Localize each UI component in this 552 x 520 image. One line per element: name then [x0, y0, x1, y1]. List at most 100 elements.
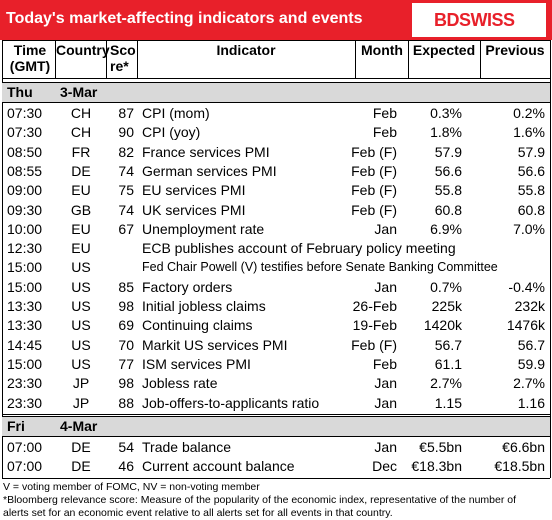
cell-time: 10:00 [7, 220, 43, 237]
cell-previous: 60.8 [517, 201, 545, 218]
cell-score: 75 [118, 182, 134, 199]
date: 3-Mar [60, 84, 98, 100]
cell-time: 08:55 [7, 162, 43, 179]
column-divider [408, 40, 409, 78]
cell-indicator: Continuing claims [142, 317, 253, 334]
cell-time: 23:30 [7, 394, 43, 411]
cell-expected: €18.3bn [411, 458, 462, 475]
cell-country: FR [71, 143, 91, 160]
cell-month: Dec [372, 458, 397, 475]
cell-score: 54 [118, 438, 134, 455]
cell-month: Feb [372, 124, 397, 141]
cell-time: 09:00 [7, 182, 43, 199]
cell-indicator: ECB publishes account of February policy… [142, 240, 456, 257]
cell-month: Feb [372, 105, 397, 121]
cell-month: Feb [372, 355, 397, 372]
cell-indicator: Initial jobless claims [142, 298, 266, 314]
cell-country: EU [71, 220, 91, 237]
header-bar: Today's market-affecting indicators and … [0, 0, 552, 40]
cell-expected: 55.8 [434, 182, 462, 199]
cell-indicator: Trade balance [142, 438, 231, 455]
cell-indicator: CPI (mom) [142, 105, 210, 121]
cell-country: DE [71, 458, 91, 475]
cell-month: 26-Feb [352, 298, 397, 314]
cell-indicator: Markit US services PMI [142, 336, 288, 353]
cell-country: JP [72, 394, 90, 411]
cell-previous: 59.9 [517, 355, 545, 372]
cell-previous: €18.5bn [494, 458, 545, 475]
cell-score: 90 [118, 124, 134, 141]
cell-score: 98 [118, 375, 134, 392]
column-divider [137, 40, 138, 78]
cell-previous: 7.0% [513, 220, 545, 237]
cell-previous: 56.6 [517, 162, 545, 179]
cell-country: EU [71, 182, 91, 199]
cell-indicator: France services PMI [142, 143, 270, 160]
cell-expected: 61.1 [434, 355, 462, 372]
cell-country: GB [70, 201, 92, 218]
cell-expected: 0.7% [430, 278, 462, 295]
cell-country: US [71, 298, 91, 314]
table-bottom [2, 478, 550, 479]
logo-text: BDSWISS [434, 10, 515, 30]
cell-score: 74 [118, 162, 134, 179]
cell-time: 15:00 [7, 259, 43, 276]
cell-previous: -0.4% [508, 278, 545, 295]
column-header: Expected [412, 42, 476, 58]
cell-previous: 56.7 [517, 336, 545, 353]
cell-score: 98 [118, 298, 134, 314]
cell-indicator: German services PMI [142, 162, 277, 179]
cell-country: CH [70, 124, 92, 141]
cell-country: JP [72, 375, 90, 392]
border [2, 40, 550, 41]
cell-country: DE [71, 438, 91, 455]
cell-previous: 232k [514, 298, 545, 314]
cell-time: 23:30 [7, 375, 43, 392]
column-header: Previous [485, 42, 545, 58]
cell-previous: 1.6% [513, 124, 545, 141]
cell-month: Feb (F) [351, 182, 397, 199]
column-header: Time (GMT) [9, 42, 51, 74]
cell-expected: 57.9 [434, 143, 462, 160]
header-rule [2, 78, 550, 79]
cell-indicator: Fed Chair Powell (V) testifies before Se… [142, 260, 498, 275]
column-divider [355, 40, 356, 78]
cell-country: EU [71, 240, 91, 257]
cell-previous: 1476k [506, 317, 545, 334]
cell-month: Jan [374, 375, 397, 392]
cell-country: CH [70, 105, 92, 121]
cell-time: 07:00 [7, 458, 43, 475]
section-rule [2, 102, 550, 103]
footnote: V = voting member of FOMC, NV = non-voti… [3, 481, 260, 493]
cell-score: 70 [118, 336, 134, 353]
cell-month: Feb (F) [351, 201, 397, 218]
cell-time: 15:00 [7, 278, 43, 295]
cell-score: 87 [118, 105, 134, 121]
cell-score: 46 [118, 458, 134, 475]
cell-expected: 60.8 [434, 201, 462, 218]
cell-country: US [71, 355, 91, 372]
cell-previous: €6.6bn [502, 438, 545, 455]
cell-month: Feb (F) [351, 143, 397, 160]
cell-indicator: ISM services PMI [142, 355, 251, 372]
cell-month: Jan [374, 394, 397, 411]
cell-country: US [71, 259, 91, 276]
day-row [2, 415, 550, 436]
cell-month: Jan [374, 220, 397, 237]
cell-expected: 6.9% [430, 220, 462, 237]
cell-country: DE [71, 162, 91, 179]
border [2, 40, 3, 478]
cell-time: 09:30 [7, 201, 43, 218]
column-header: Month [361, 42, 403, 58]
cell-month: 19-Feb [352, 317, 397, 334]
cell-expected: 1.8% [430, 124, 462, 141]
cell-indicator: Jobless rate [142, 375, 218, 392]
cell-expected: 0.3% [430, 105, 462, 121]
cell-previous: 1.16 [517, 394, 545, 411]
cell-score: 74 [118, 201, 134, 218]
column-header: Country [56, 42, 110, 58]
day-row [2, 82, 550, 102]
cell-score: 69 [118, 317, 134, 334]
cell-time: 12:30 [7, 240, 43, 257]
